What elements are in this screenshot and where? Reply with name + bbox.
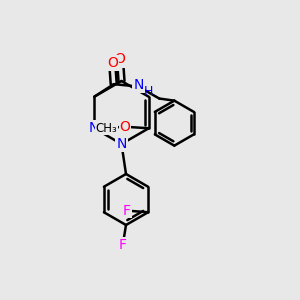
Text: N: N: [116, 137, 127, 151]
Text: O: O: [107, 56, 118, 70]
Text: O: O: [119, 120, 130, 134]
Text: N: N: [133, 78, 143, 92]
Text: N: N: [89, 121, 99, 135]
Text: CH₃: CH₃: [95, 122, 117, 135]
Text: F: F: [123, 204, 131, 218]
Text: methoxy: methoxy: [125, 116, 186, 130]
Text: O: O: [115, 52, 125, 66]
Text: H: H: [144, 85, 153, 98]
Text: methoxy: methoxy: [122, 126, 128, 128]
Text: F: F: [119, 238, 127, 252]
